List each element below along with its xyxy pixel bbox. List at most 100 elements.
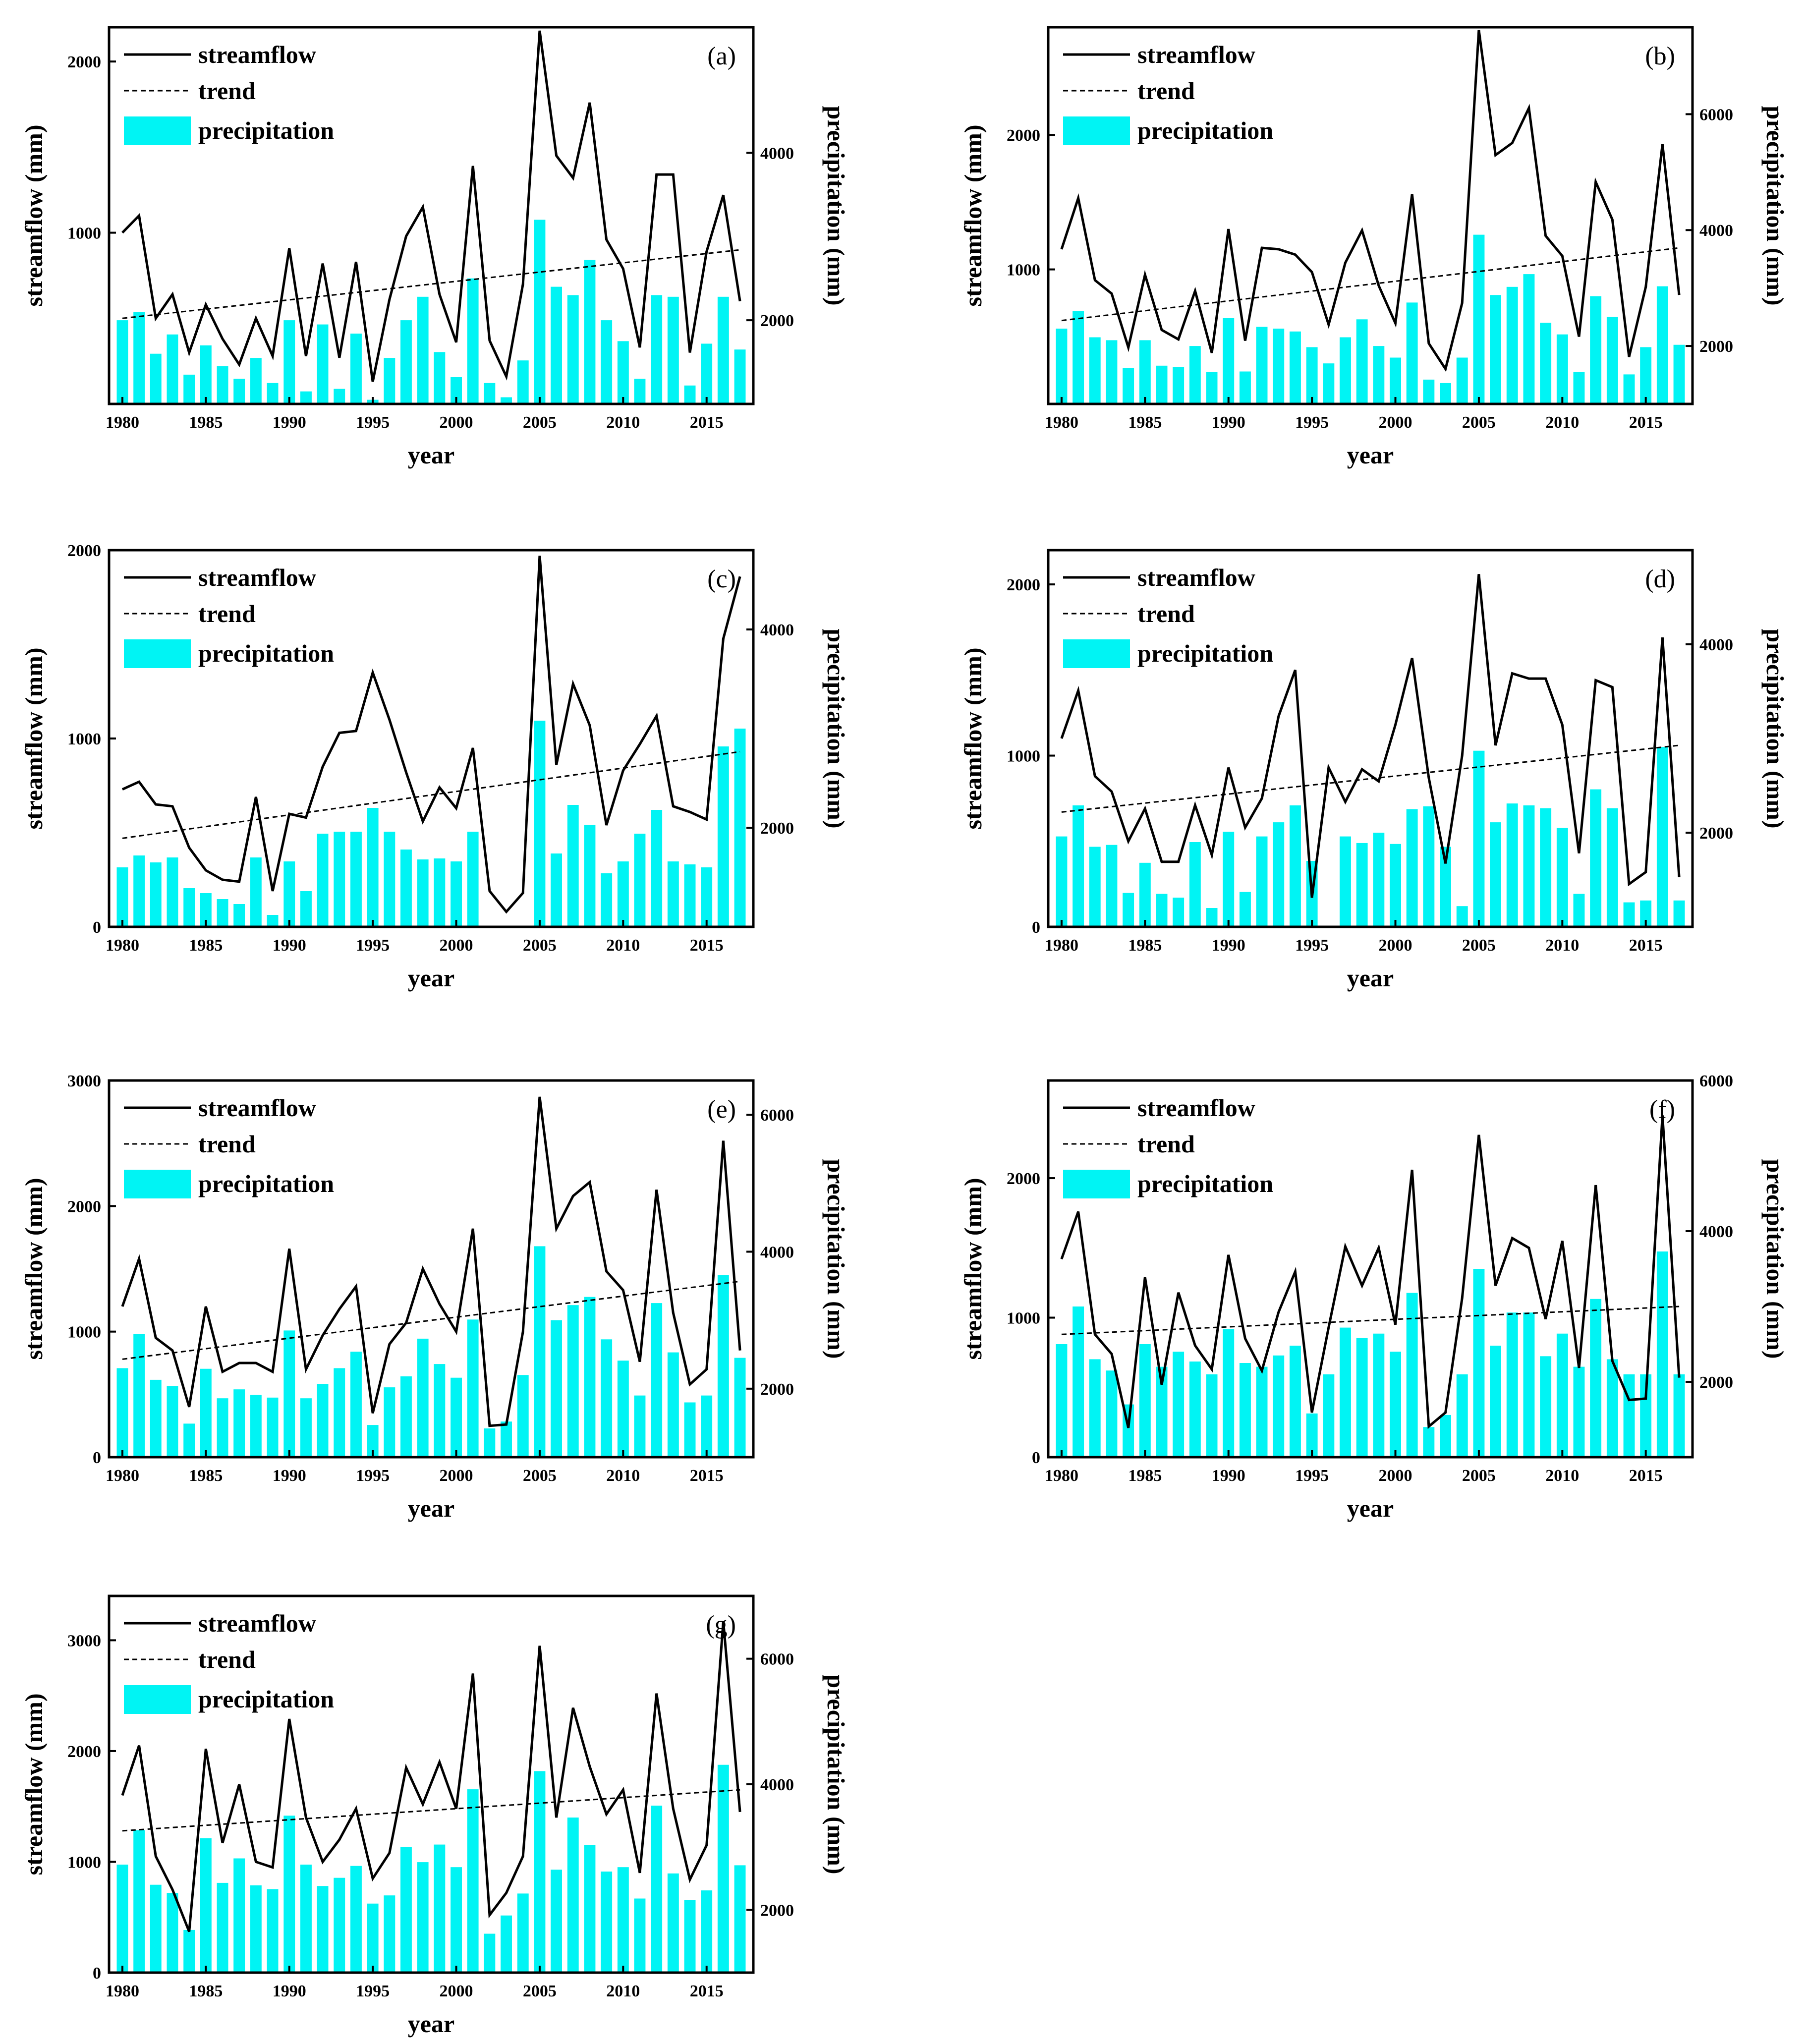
precipitation-bar [501, 397, 512, 404]
precipitation-bar [451, 1867, 462, 1973]
precipitation-bar [1473, 1269, 1485, 1457]
precipitation-bar [1556, 1333, 1568, 1457]
right-y-tick-label: 2000 [760, 1901, 794, 1920]
precipitation-bar [551, 286, 562, 404]
precipitation-bar [1072, 805, 1084, 927]
left-axis-title: streamflow (mm) [20, 1694, 48, 1875]
right-y-tick-label: 4000 [1699, 222, 1733, 240]
precipitation-bar [1540, 1356, 1552, 1457]
legend-precipitation-swatch [1063, 639, 1130, 668]
precipitation-bar [1540, 808, 1552, 927]
left-axis-title: streamflow (mm) [20, 648, 48, 830]
precipitation-bar [734, 1358, 746, 1457]
panel-label: (d) [1645, 565, 1675, 593]
right-axis-title: precipitation (mm) [1761, 1159, 1789, 1359]
left-y-tick-label: 1000 [67, 225, 101, 243]
precipitation-bar [1156, 1366, 1168, 1457]
precipitation-bar [300, 1398, 312, 1457]
precipitation-bar [1173, 367, 1185, 404]
x-tick-label: 1985 [1128, 1467, 1162, 1485]
x-tick-label: 1985 [1128, 936, 1162, 955]
precipitation-bar [417, 1862, 429, 1973]
chart-panel-e: 1980 1985 1990 1995 2000 2005 2010 2015 0 1000 200… [20, 1072, 850, 1522]
precipitation-bar [584, 825, 596, 927]
x-tick-label: 2015 [1629, 936, 1663, 955]
precipitation-bar [200, 345, 212, 404]
precipitation-bar [1106, 340, 1118, 404]
right-axis-title: precipitation (mm) [822, 628, 850, 828]
x-tick-label: 2010 [606, 1467, 640, 1485]
precipitation-bar [1156, 894, 1168, 927]
precipitation-bar [1089, 337, 1101, 404]
precipitation-bar [1623, 902, 1635, 927]
precipitation-bar [584, 260, 596, 404]
x-tick-label: 2000 [440, 936, 473, 955]
left-y-tick-label: 0 [1032, 918, 1040, 937]
precipitation-bar [283, 1816, 295, 1973]
precipitation-bar [1423, 379, 1435, 404]
precipitation-bar [701, 1890, 713, 1973]
precipitation-bar [1556, 334, 1568, 404]
precipitation-bar [434, 352, 446, 404]
precipitation-bar [133, 855, 145, 927]
precipitation-bar [1340, 337, 1351, 404]
precipitation-bar [1240, 371, 1251, 404]
precipitation-bar [1206, 908, 1218, 927]
precipitation-bar [584, 1845, 596, 1973]
precipitation-bar [1540, 323, 1552, 404]
precipitation-bar [517, 1375, 529, 1457]
chart-panel-f: 1980 1985 1990 1995 2000 2005 2010 2015 0 1000 200… [959, 1072, 1789, 1522]
precipitation-bar [1390, 1352, 1401, 1457]
left-axis-title: streamflow (mm) [959, 648, 987, 830]
plot-frame [108, 1079, 755, 1459]
x-axis-title: year [408, 441, 454, 469]
streamflow-line [1060, 574, 1681, 898]
legend-precipitation-swatch [1063, 116, 1130, 145]
chart-panel-a: 1980 1985 1990 1995 2000 2005 2010 2015 1000 2000… [20, 26, 850, 469]
precipitation-bar [1139, 862, 1151, 927]
precipitation-bar [1256, 1366, 1268, 1457]
precipitation-bar [1256, 327, 1268, 404]
precipitation-bar [1506, 286, 1518, 404]
precipitation-bar [451, 1377, 462, 1457]
precipitation-bar [1123, 368, 1134, 404]
precipitation-bar [233, 1389, 245, 1457]
precipitation-bar [200, 1368, 212, 1457]
precipitation-bar [451, 861, 462, 927]
precipitation-bar [317, 324, 329, 404]
precipitation-bar [1290, 805, 1301, 927]
precipitation-bar [1223, 1329, 1235, 1457]
precipitation-bar [1189, 346, 1201, 404]
precipitation-bar [701, 867, 713, 927]
right-y-tick-label: 2000 [1699, 1373, 1733, 1392]
precipitation-bar [116, 1368, 128, 1457]
precipitation-bar [317, 834, 329, 927]
precipitation-bar [634, 1898, 646, 1973]
x-tick-label: 1990 [1212, 1467, 1245, 1485]
precipitation-bar [1490, 1346, 1501, 1457]
panel-label: (e) [707, 1095, 736, 1124]
precipitation-bar [667, 1352, 679, 1457]
precipitation-bar [651, 1303, 663, 1457]
panel-label: (a) [707, 42, 736, 70]
precipitation-bar [617, 861, 629, 927]
x-tick-label: 1995 [1295, 413, 1329, 432]
precipitation-bar [1290, 1346, 1301, 1457]
x-tick-label: 2015 [1629, 1467, 1663, 1485]
precipitation-bar [200, 893, 212, 927]
trend-line [122, 1789, 740, 1832]
precipitation-bar [1456, 906, 1468, 927]
precipitation-bar [384, 358, 395, 404]
x-tick-label: 1980 [106, 1982, 139, 2000]
legend-precipitation-label: precipitation [198, 1685, 334, 1713]
precipitation-bar [484, 1428, 496, 1457]
right-y-tick-label: 2000 [1699, 824, 1733, 843]
precipitation-bar [1406, 809, 1418, 927]
precipitation-bar [717, 296, 729, 404]
left-y-tick-label: 3000 [67, 1072, 101, 1090]
x-tick-label: 2000 [440, 1467, 473, 1485]
legend-precipitation-label: precipitation [198, 1170, 334, 1197]
precipitation-bar [267, 1397, 279, 1457]
precipitation-bar [1189, 842, 1201, 927]
precipitation-bar [1490, 822, 1501, 927]
